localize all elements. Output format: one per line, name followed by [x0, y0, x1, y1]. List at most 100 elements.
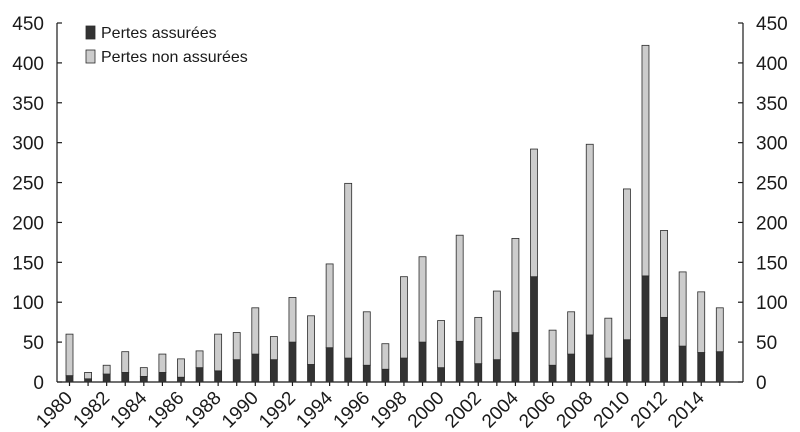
bar-insured-2013: [679, 346, 686, 382]
y-tick-label-right: 0: [756, 373, 767, 394]
bar-uninsured-2013: [679, 272, 686, 346]
bar-insured-2011: [642, 276, 649, 382]
bar-uninsured-1992: [289, 297, 296, 342]
bar-insured-1998: [400, 358, 407, 382]
bar-insured-2006: [549, 365, 556, 382]
y-tick-label-left: 400: [12, 54, 44, 75]
bar-uninsured-2005: [531, 149, 538, 277]
bar-insured-2001: [456, 341, 463, 382]
bar-uninsured-2010: [623, 189, 630, 340]
y-tick-label-right: 450: [756, 14, 788, 35]
y-tick-label-left: 350: [12, 94, 44, 115]
bar-insured-2002: [475, 364, 482, 382]
x-tick-label: 1996: [330, 388, 375, 432]
bar-insured-2012: [661, 317, 668, 382]
bar-uninsured-2004: [512, 238, 519, 332]
bar-insured-1988: [215, 371, 222, 382]
x-tick-label: 1984: [107, 387, 152, 432]
bar-uninsured-1999: [419, 257, 426, 342]
bar-uninsured-1983: [122, 352, 129, 373]
legend-label-insured: Pertes assurées: [101, 25, 217, 42]
bar-uninsured-2014: [698, 292, 705, 353]
bar-insured-2008: [586, 335, 593, 382]
bar-insured-1984: [140, 376, 147, 382]
bar-insured-1994: [326, 348, 333, 382]
bar-uninsured-1989: [233, 333, 240, 360]
bar-uninsured-2007: [568, 312, 575, 354]
y-tick-label-right: 100: [756, 293, 788, 314]
bar-insured-1990: [252, 354, 259, 382]
x-tick-label: 1980: [32, 388, 77, 432]
bar-uninsured-1980: [66, 334, 73, 375]
bar-insured-1997: [382, 369, 389, 382]
bar-uninsured-1996: [363, 312, 370, 365]
bar-insured-1981: [85, 379, 92, 382]
bar-uninsured-1981: [85, 372, 92, 378]
bar-insured-2007: [568, 354, 575, 382]
x-tick-label: 1998: [367, 388, 412, 432]
bar-uninsured-2011: [642, 45, 649, 276]
bar-insured-2005: [531, 277, 538, 382]
bar-insured-1995: [345, 358, 352, 382]
x-tick-label: 2000: [404, 388, 449, 432]
bar-insured-1982: [103, 374, 110, 382]
bar-uninsured-1994: [326, 264, 333, 348]
bar-insured-1980: [66, 376, 73, 382]
bar-uninsured-1990: [252, 308, 259, 354]
bar-uninsured-2003: [493, 291, 500, 360]
bar-uninsured-1982: [103, 365, 110, 374]
bar-insured-1985: [159, 372, 166, 382]
x-tick-label: 2002: [441, 388, 486, 432]
bar-insured-1986: [177, 377, 184, 382]
y-tick-label-right: 400: [756, 54, 788, 75]
y-tick-label-left: 150: [12, 253, 44, 274]
y-tick-label-left: 100: [12, 293, 44, 314]
bar-insured-2015: [716, 352, 723, 382]
y-tick-label-right: 350: [756, 94, 788, 115]
bar-insured-1989: [233, 360, 240, 382]
y-tick-label-right: 250: [756, 174, 788, 195]
bar-uninsured-2000: [438, 321, 445, 368]
x-tick-label: 2004: [478, 387, 523, 432]
x-tick-label: 2008: [553, 388, 598, 432]
x-tick-label: 1994: [292, 387, 337, 432]
bar-insured-1996: [363, 365, 370, 382]
bar-uninsured-2008: [586, 144, 593, 335]
legend: Pertes assurées Pertes non assurées: [86, 25, 248, 66]
bar-insured-1987: [196, 368, 203, 382]
bar-uninsured-1986: [177, 359, 184, 377]
bars: [66, 45, 723, 382]
y-tick-label-right: 150: [756, 253, 788, 274]
bar-insured-1999: [419, 342, 426, 382]
bar-uninsured-2001: [456, 235, 463, 341]
bar-insured-1993: [308, 364, 315, 382]
bar-insured-2014: [698, 352, 705, 382]
bar-uninsured-2009: [605, 318, 612, 358]
bar-uninsured-1984: [140, 368, 147, 377]
y-tick-label-left: 300: [12, 134, 44, 155]
x-tick-label: 2010: [590, 388, 635, 432]
bar-insured-2004: [512, 333, 519, 382]
bar-insured-1992: [289, 342, 296, 382]
bar-uninsured-1998: [400, 277, 407, 358]
legend-label-uninsured: Pertes non assurées: [101, 49, 248, 66]
x-tick-label: 2012: [627, 388, 672, 432]
x-tick-label: 1990: [218, 388, 263, 432]
x-tick-label: 1992: [255, 388, 300, 432]
bar-uninsured-2006: [549, 330, 556, 365]
bar-insured-1991: [270, 360, 277, 382]
x-tick-label: 1988: [181, 388, 226, 432]
bar-uninsured-2012: [661, 230, 668, 317]
legend-swatch-insured: [86, 26, 95, 39]
bar-insured-1983: [122, 372, 129, 382]
bar-insured-2010: [623, 340, 630, 382]
bar-uninsured-1987: [196, 351, 203, 368]
bar-insured-2009: [605, 358, 612, 382]
bar-uninsured-1991: [270, 337, 277, 360]
bar-uninsured-1997: [382, 344, 389, 370]
bar-uninsured-1985: [159, 354, 166, 372]
bar-uninsured-2015: [716, 308, 723, 352]
x-tick-label: 1982: [69, 388, 114, 432]
legend-swatch-uninsured: [86, 50, 95, 63]
